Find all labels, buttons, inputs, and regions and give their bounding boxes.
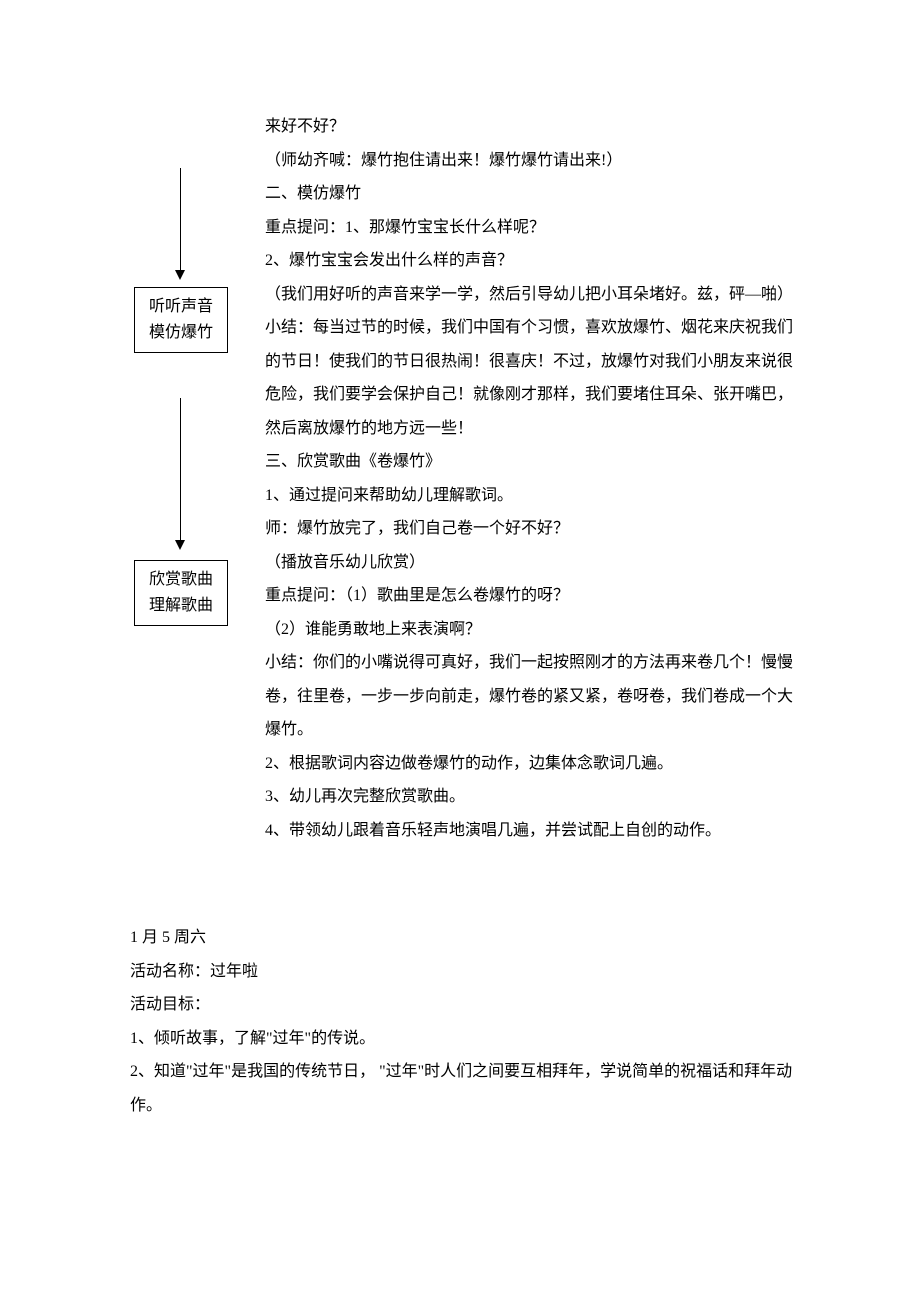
content-line: 小结：每当过节的时候，我们中国有个习惯，喜欢放爆竹、烟花来庆祝我们的节日！使我们…	[265, 311, 805, 445]
arrow-line-1	[180, 168, 181, 273]
content-line: 4、带领幼儿跟着音乐轻声地演唱几遍，并尝试配上自创的动作。	[265, 814, 805, 848]
content-line: 二、模仿爆竹	[265, 177, 805, 211]
date-section: 1 月 5 周六活动名称：过年啦活动目标：1、倾听故事，了解"过年"的传说。2、…	[130, 921, 800, 1122]
date-line: 活动名称：过年啦	[130, 955, 800, 989]
content-line: 1、通过提问来帮助幼儿理解歌词。	[265, 479, 805, 513]
arrow-head-2	[175, 540, 185, 550]
content-line: 三、欣赏歌曲《卷爆竹》	[265, 445, 805, 479]
arrow-head-1	[175, 270, 185, 280]
date-line: 1、倾听故事，了解"过年"的传说。	[130, 1022, 800, 1056]
content-line: 重点提问：（1）歌曲里是怎么卷爆竹的呀？	[265, 579, 805, 613]
content-line: 3、幼儿再次完整欣赏歌曲。	[265, 780, 805, 814]
flow-box-2: 欣赏歌曲 理解歌曲	[134, 560, 228, 626]
flow-box-line1: 欣赏歌曲	[143, 567, 219, 593]
flow-box-line2: 理解歌曲	[143, 593, 219, 619]
content-line: （师幼齐喊：爆竹抱住请出来！爆竹爆竹请出来!）	[265, 144, 805, 178]
content-line: 来好不好？	[265, 110, 805, 144]
date-line: 活动目标：	[130, 988, 800, 1022]
flow-box-1: 听听声音 模仿爆竹	[134, 287, 228, 353]
content-line: 小结：你们的小嘴说得可真好，我们一起按照刚才的方法再来卷几个！慢慢卷，往里卷，一…	[265, 646, 805, 747]
arrow-line-2	[180, 398, 181, 543]
content-line: 2、根据歌词内容边做卷爆竹的动作，边集体念歌词几遍。	[265, 747, 805, 781]
content-line: （我们用好听的声音来学一学，然后引导幼儿把小耳朵堵好。兹，砰—啪）	[265, 278, 805, 312]
content-line: （播放音乐幼儿欣赏）	[265, 546, 805, 580]
flow-box-line2: 模仿爆竹	[143, 320, 219, 346]
content-line: 重点提问：1、那爆竹宝宝长什么样呢？	[265, 211, 805, 245]
flow-box-line1: 听听声音	[143, 294, 219, 320]
date-line: 1 月 5 周六	[130, 921, 800, 955]
content-line: 2、爆竹宝宝会发出什么样的声音？	[265, 244, 805, 278]
content-line: 师：爆竹放完了，我们自己卷一个好不好？	[265, 512, 805, 546]
content-area: 来好不好？（师幼齐喊：爆竹抱住请出来！爆竹爆竹请出来!）二、模仿爆竹重点提问：1…	[265, 110, 805, 847]
content-line: （2）谁能勇敢地上来表演啊？	[265, 613, 805, 647]
date-line: 2、知道"过年"是我国的传统节日， "过年"时人们之间要互相拜年，学说简单的祝福…	[130, 1055, 800, 1122]
